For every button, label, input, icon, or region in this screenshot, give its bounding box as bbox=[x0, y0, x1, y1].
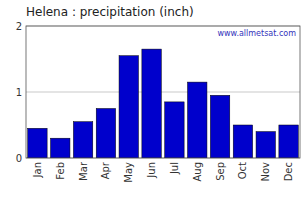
x-tick-label: Jul bbox=[169, 162, 180, 175]
bar bbox=[165, 102, 184, 158]
x-tick-label: Dec bbox=[283, 162, 294, 181]
bar bbox=[256, 132, 275, 158]
plot-frame bbox=[26, 26, 300, 158]
bar bbox=[119, 56, 138, 158]
bar bbox=[96, 109, 115, 159]
y-tick-label: 1 bbox=[16, 87, 22, 98]
x-tick-label: May bbox=[123, 162, 134, 183]
x-tick-label: Aug bbox=[192, 162, 203, 182]
bar bbox=[142, 49, 161, 158]
x-tick-label: Jan bbox=[32, 162, 43, 178]
bars bbox=[28, 49, 299, 158]
bar bbox=[73, 122, 92, 158]
bar bbox=[279, 125, 298, 158]
x-tick-label: Sep bbox=[215, 162, 226, 181]
title: Helena : precipitation (inch) bbox=[26, 5, 194, 19]
x-tick-label: Oct bbox=[237, 162, 248, 179]
x-tick-label: Mar bbox=[78, 161, 89, 181]
chart: Helena : precipitation (inch) 0 1 2 Jan Feb Ma… bbox=[0, 0, 306, 200]
bar bbox=[188, 82, 207, 158]
grid-line bbox=[26, 92, 300, 93]
bar bbox=[28, 128, 47, 158]
bar bbox=[51, 138, 70, 158]
bar bbox=[233, 125, 252, 158]
y-tick-label: 0 bbox=[16, 153, 22, 164]
watermark: www.allmetsat.com bbox=[218, 29, 297, 38]
grid bbox=[26, 26, 300, 158]
x-tick-label: Feb bbox=[55, 162, 66, 180]
x-tick-label: Apr bbox=[100, 161, 111, 179]
x-tick-label: Nov bbox=[260, 162, 271, 182]
bar bbox=[210, 95, 229, 158]
chart-container: Helena : precipitation (inch) 0 1 2 Jan Feb Ma… bbox=[0, 0, 306, 200]
x-tick-label: Jun bbox=[146, 162, 157, 179]
y-tick-label: 2 bbox=[16, 21, 22, 32]
